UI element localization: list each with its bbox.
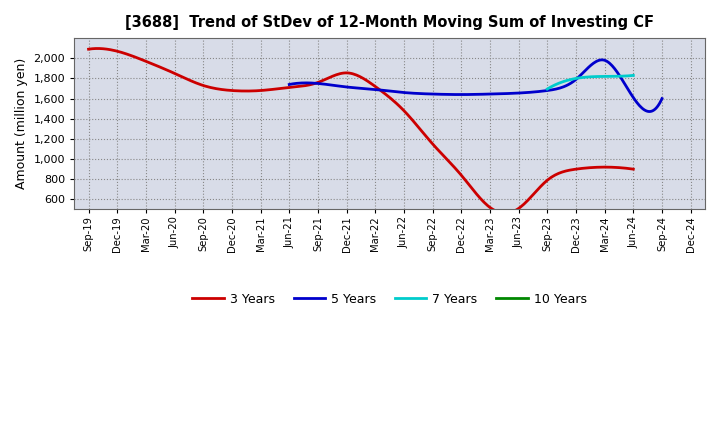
Title: [3688]  Trend of StDev of 12-Month Moving Sum of Investing CF: [3688] Trend of StDev of 12-Month Moving… bbox=[125, 15, 654, 30]
Legend: 3 Years, 5 Years, 7 Years, 10 Years: 3 Years, 5 Years, 7 Years, 10 Years bbox=[187, 288, 592, 311]
Y-axis label: Amount (million yen): Amount (million yen) bbox=[15, 58, 28, 189]
